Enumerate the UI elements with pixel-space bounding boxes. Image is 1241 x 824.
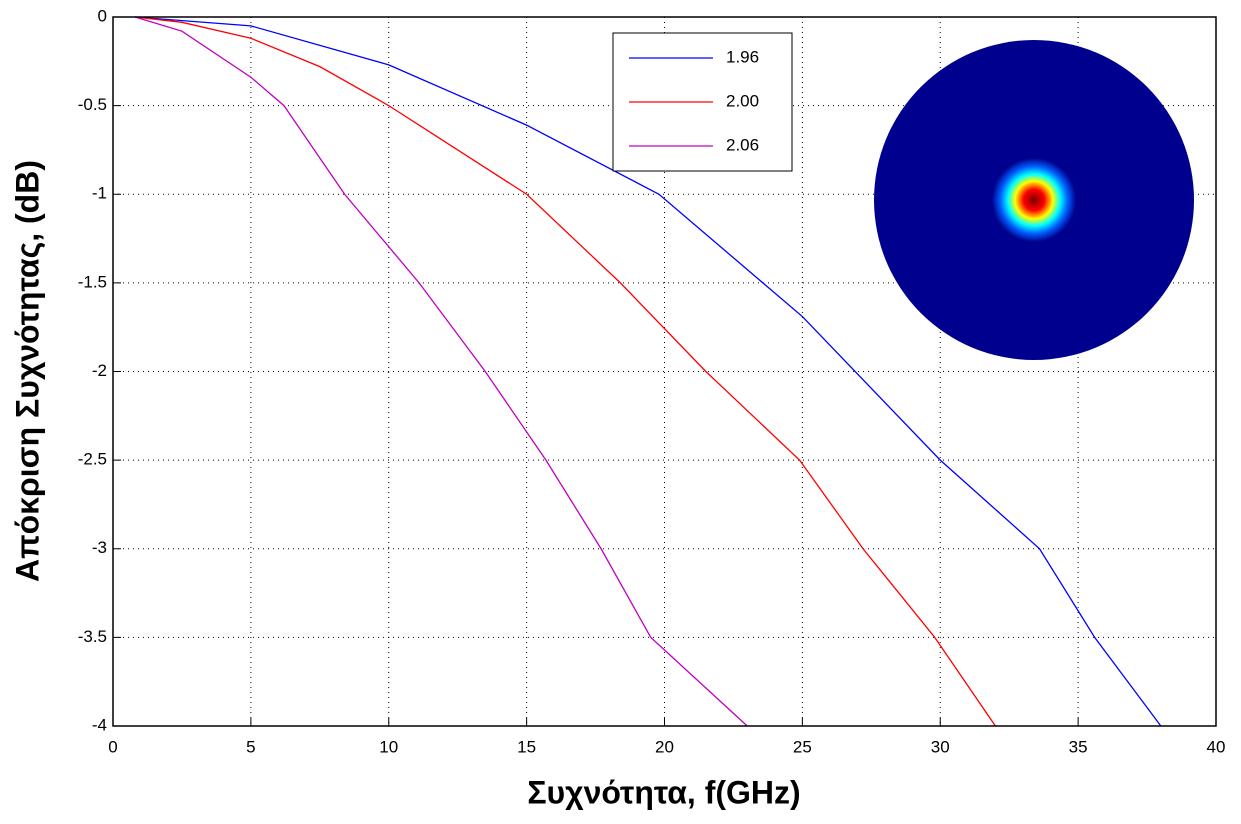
x-tick-label: 10 [379, 737, 398, 756]
x-tick-label: 30 [931, 737, 950, 756]
x-tick-label: 20 [655, 737, 674, 756]
y-tick-label: -3 [92, 538, 107, 557]
legend-label: 2.06 [726, 135, 759, 154]
series-line [135, 16, 1162, 727]
y-tick-label: -1 [92, 184, 107, 203]
lines [134, 16, 1162, 727]
y-axis-label: Απόκριση Συχνότητας, (dB) [9, 160, 45, 582]
x-tick-label: 15 [517, 737, 536, 756]
legend-label: 2.00 [726, 91, 759, 110]
y-tick-label: -4 [92, 715, 107, 734]
x-axis-label: Συχνότητα, f(GHz) [527, 774, 800, 810]
x-tick-label: 40 [1207, 737, 1226, 756]
y-tick-label: 0 [98, 6, 107, 25]
legend-label: 1.96 [726, 47, 759, 66]
y-tick-label: -2 [92, 361, 107, 380]
axes-box [112, 16, 1217, 727]
x-tick-label: 35 [1069, 737, 1088, 756]
legend: 1.96 2.00 2.06 [612, 32, 793, 172]
y-tick-label: -0.5 [78, 95, 107, 114]
series-line [134, 16, 748, 727]
x-tick-label: 0 [108, 737, 117, 756]
y-tick-label: -2.5 [78, 450, 107, 469]
series-line [134, 16, 996, 727]
y-tick-label: -1.5 [78, 272, 107, 291]
x-tick-label: 25 [793, 737, 812, 756]
inset-spot [992, 158, 1076, 242]
y-tick-label: -3.5 [78, 627, 107, 646]
x-tick-label: 5 [246, 737, 255, 756]
